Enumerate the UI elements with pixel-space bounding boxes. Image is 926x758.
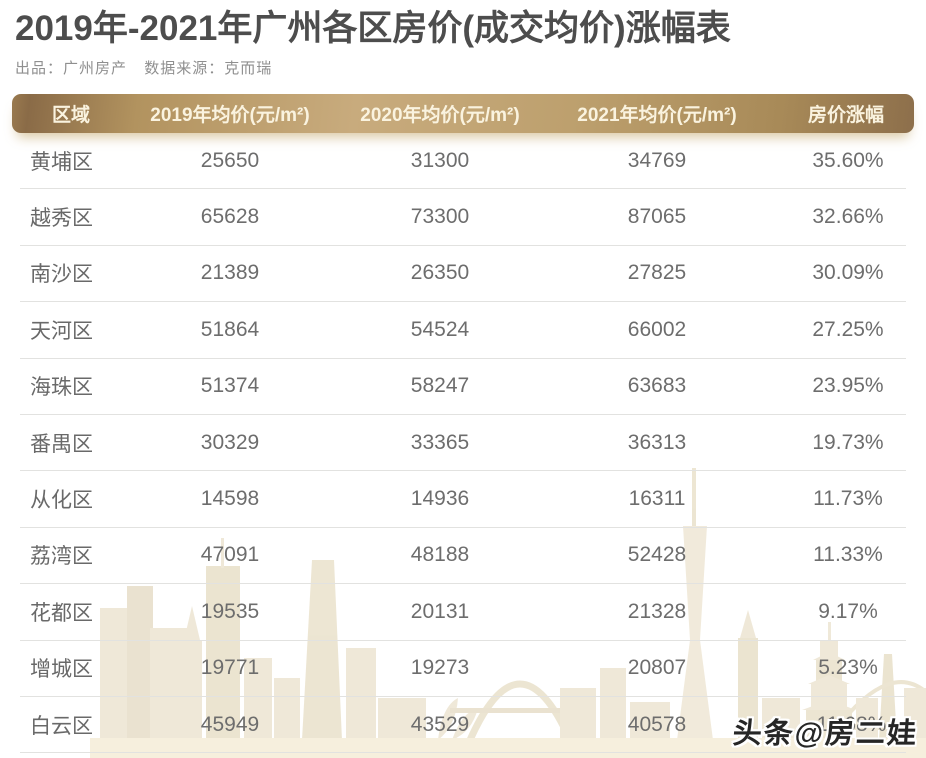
cell-gain: 9.17%: [818, 599, 878, 623]
cell-district: 增城区: [30, 658, 93, 682]
table-row: 黄埔区 25650 31300 34769 35.60%: [20, 133, 906, 190]
cell-price-2020: 31300: [410, 148, 470, 172]
table-row: 海珠区 51374 58247 63683 23.95%: [20, 359, 906, 415]
cell-price-2019: 30329: [200, 430, 260, 454]
cell-gain: 19.73%: [812, 430, 884, 454]
cell-price-2020: 26350: [410, 261, 470, 285]
cell-gain: 11.33%: [813, 543, 883, 567]
cell-gain: 27.25%: [812, 317, 884, 341]
cell-price-2019: 45949: [200, 712, 260, 736]
col-header-district: 区域: [51, 105, 90, 126]
cell-gain: 23.95%: [812, 374, 884, 398]
cell-price-2020: 14936: [410, 487, 470, 511]
cell-price-2019: 21389: [200, 261, 260, 285]
table-row: 番禺区 30329 33365 36313 19.73%: [20, 415, 906, 472]
cell-price-2021: 21328: [627, 599, 687, 623]
table-row: 越秀区 65628 73300 87065 32.66%: [20, 189, 906, 246]
page-title: 2019年-2021年广州各区房价(成交均价)涨幅表: [15, 9, 731, 48]
cell-gain: 30.09%: [812, 261, 884, 285]
cell-gain: 5.23%: [818, 656, 878, 680]
cell-price-2019: 25650: [200, 148, 260, 172]
cell-district: 南沙区: [30, 263, 93, 287]
cell-price-2021: 34769: [627, 148, 687, 172]
table-row: 从化区 14598 14936 16311 11.73%: [20, 471, 906, 528]
table-row: 增城区 19771 19273 20807 5.23%: [20, 641, 906, 697]
cell-price-2021: 87065: [627, 205, 687, 229]
col-header-2019: 2019年均价(元/m²): [150, 105, 310, 126]
cell-district: 天河区: [30, 319, 93, 343]
cell-price-2021: 63683: [627, 374, 687, 398]
table-row: 花都区 19535 20131 21328 9.17%: [20, 584, 906, 641]
cell-price-2021: 27825: [627, 261, 687, 285]
col-header-2020: 2020年均价(元/m²): [360, 105, 520, 126]
cell-price-2021: 20807: [627, 656, 687, 680]
cell-price-2020: 58247: [410, 374, 470, 398]
cell-district: 越秀区: [30, 207, 93, 231]
cell-price-2019: 47091: [200, 543, 260, 567]
cell-price-2019: 51374: [200, 374, 260, 398]
table-header-row: 区域 2019年均价(元/m²) 2020年均价(元/m²) 2021年均价(元…: [12, 94, 914, 133]
cell-price-2020: 33365: [410, 430, 470, 454]
cell-price-2019: 14598: [200, 487, 260, 511]
cell-district: 番禺区: [30, 432, 93, 456]
cell-district: 荔湾区: [30, 545, 93, 569]
cell-price-2020: 43529: [410, 712, 470, 736]
cell-price-2021: 16311: [628, 487, 686, 511]
cell-price-2020: 48188: [410, 543, 470, 567]
cell-price-2019: 19771: [200, 656, 260, 680]
table-row: 南沙区 21389 26350 27825 30.09%: [20, 246, 906, 303]
producer-label: 出品：广州房产: [15, 60, 128, 77]
subtitle: 出品：广州房产 数据来源：克而瑞: [15, 57, 926, 78]
data-source-label: 数据来源：克而瑞: [144, 60, 273, 77]
cell-district: 从化区: [30, 489, 93, 513]
cell-gain: 11.73%: [813, 487, 883, 511]
cell-price-2021: 52428: [627, 543, 687, 567]
cell-price-2020: 73300: [410, 205, 470, 229]
cell-district: 海珠区: [30, 376, 93, 400]
col-header-2021: 2021年均价(元/m²): [577, 105, 737, 126]
price-table: 区域 2019年均价(元/m²) 2020年均价(元/m²) 2021年均价(元…: [12, 94, 914, 754]
table-row: 荔湾区 47091 48188 52428 11.33%: [20, 528, 906, 585]
cell-district: 花都区: [30, 601, 93, 625]
watermark: 头条@房二娃: [731, 718, 919, 750]
cell-district: 白云区: [30, 714, 93, 738]
col-header-gain: 房价涨幅: [807, 105, 884, 126]
cell-district: 黄埔区: [30, 150, 93, 174]
cell-gain: 35.60%: [812, 148, 884, 172]
cell-price-2020: 20131: [410, 599, 470, 623]
cell-price-2019: 51864: [200, 317, 260, 341]
cell-price-2019: 19535: [200, 599, 260, 623]
cell-price-2021: 36313: [627, 430, 687, 454]
cell-price-2020: 19273: [410, 656, 470, 680]
cell-price-2021: 66002: [627, 317, 687, 341]
cell-price-2019: 65628: [200, 205, 260, 229]
table-row: 天河区 51864 54524 66002 27.25%: [20, 302, 906, 359]
table-body: 黄埔区 25650 31300 34769 35.60% 越秀区 65628 73300 870…: [20, 133, 906, 754]
cell-gain: 32.66%: [812, 205, 884, 229]
cell-price-2020: 54524: [410, 317, 470, 341]
